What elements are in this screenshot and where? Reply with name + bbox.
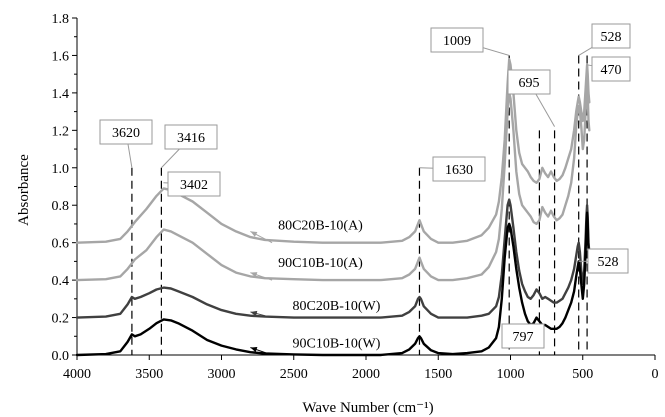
- y-tick-label: 1.0: [52, 162, 70, 177]
- x-tick-label: 1000: [497, 367, 525, 382]
- x-tick-label: 0: [652, 367, 659, 382]
- arrow-head: [250, 231, 258, 237]
- callout-box: [507, 69, 551, 95]
- spectra: [75, 58, 591, 357]
- callout-label: 695: [519, 76, 540, 91]
- callout-label: 528: [601, 30, 622, 45]
- x-tick-label: 2000: [352, 367, 380, 382]
- spectrum-line: [75, 198, 591, 319]
- series-labels: 80C20B-10(A) 90C10B-10(A) 80C20B-10(W) 90C1…: [250, 219, 381, 356]
- y-tick-label: 1.6: [52, 49, 70, 64]
- x-tick-label: 3000: [208, 367, 236, 382]
- x-tick-label: 3500: [135, 367, 163, 382]
- callout-box: [167, 171, 221, 197]
- callout-label: 3416: [177, 131, 205, 146]
- callout-box: [587, 248, 629, 274]
- y-tick-label: 1.4: [52, 87, 70, 102]
- x-tick-label: 2500: [280, 367, 308, 382]
- callout-label: 3402: [180, 178, 208, 193]
- callout-label: 797: [513, 330, 534, 345]
- y-tick-label: 0.0: [52, 349, 70, 364]
- callout-box: [432, 156, 486, 182]
- x-axis-title: Wave Number (cm⁻¹): [302, 400, 433, 416]
- callout-box: [591, 23, 631, 49]
- y-tick-label: 0.8: [52, 199, 70, 214]
- y-tick-label: 1.8: [52, 12, 70, 27]
- arrow-head: [250, 347, 258, 353]
- y-tick-label: 1.2: [52, 124, 70, 139]
- x-tick-label: 4000: [63, 367, 91, 382]
- y-tick-label: 0.4: [52, 274, 70, 289]
- series-label: 90C10B-10(W): [293, 337, 381, 352]
- y-tick-label: 0.6: [52, 237, 70, 252]
- x-axis: 4000 3500 3000 2500 2000 1500 1000 500 0: [63, 354, 659, 382]
- callout-label: 470: [601, 63, 622, 78]
- callout-box: [430, 27, 484, 53]
- spectrum-line: [75, 211, 591, 357]
- callout-label: 1009: [443, 34, 471, 49]
- series-label: 80C20B-10(A): [278, 219, 363, 234]
- callout-box: [501, 323, 545, 349]
- callout-box: [164, 124, 218, 150]
- series-label: 80C20B-10(W): [293, 299, 381, 314]
- y-axis-title: Absorbance: [16, 154, 32, 226]
- callout-label: 3620: [112, 126, 140, 141]
- callout-box: [591, 56, 631, 82]
- spectrum-line: [75, 82, 591, 282]
- x-tick-label: 1500: [424, 367, 452, 382]
- y-tick-label: 0.2: [52, 312, 70, 327]
- callout-label: 528: [598, 255, 619, 270]
- arrow-head: [250, 272, 258, 278]
- peak-callouts: 3620 3416 3402 1630 1009 695 528 470 528 797: [99, 23, 631, 349]
- series-label: 90C10B-10(A): [278, 256, 363, 271]
- y-axis: 0.0 0.2 0.4 0.6 0.8 1.0 1.2 1.4 1.6 1.8: [52, 12, 78, 364]
- arrow-head: [250, 310, 258, 317]
- callout-box: [99, 119, 153, 145]
- callout-label: 1630: [445, 163, 473, 178]
- x-tick-label: 500: [572, 367, 593, 382]
